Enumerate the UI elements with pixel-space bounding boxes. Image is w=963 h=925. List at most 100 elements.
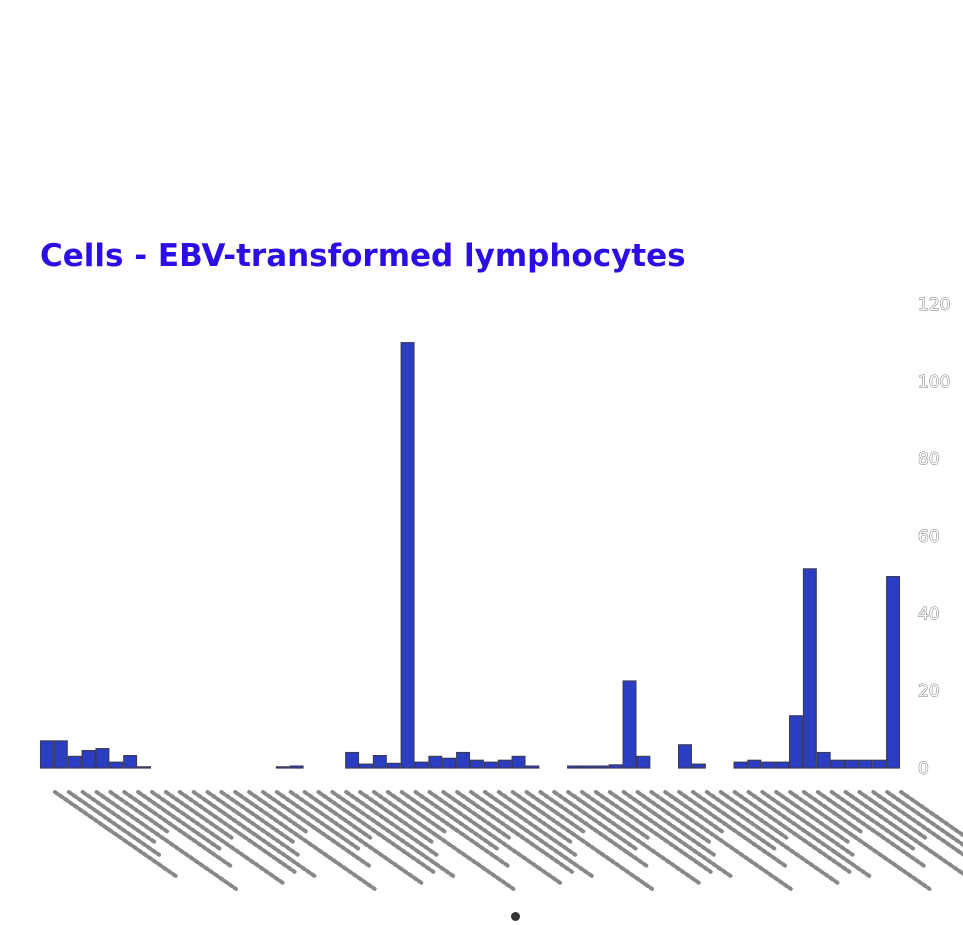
x-tick-label — [760, 790, 855, 857]
x-tick-label — [482, 790, 578, 857]
bar — [622, 680, 637, 769]
bar — [275, 766, 290, 769]
x-tick-label — [677, 790, 788, 869]
bar — [747, 759, 762, 769]
bar — [594, 765, 609, 769]
bar — [691, 763, 706, 769]
bar — [886, 575, 901, 769]
y-axis-ticks: 0 20 40 60 80 100 120 — [918, 295, 951, 780]
x-tick-label — [552, 790, 639, 851]
x-tick-label — [191, 790, 319, 880]
bar — [414, 761, 429, 769]
bar — [67, 755, 82, 769]
x-tick-label — [593, 790, 713, 874]
bar — [802, 568, 817, 769]
bar — [400, 342, 415, 769]
bar — [109, 761, 124, 769]
x-tick-label — [829, 790, 916, 851]
x-tick-label — [580, 790, 650, 840]
bar — [456, 751, 471, 769]
bar — [775, 761, 790, 769]
bar — [483, 761, 498, 769]
x-tick-label — [621, 790, 716, 857]
bar — [497, 759, 512, 769]
bar — [608, 764, 623, 769]
bar — [137, 766, 152, 769]
x-tick-label — [663, 790, 725, 834]
x-tick-label — [163, 790, 234, 840]
x-tick-label — [788, 790, 932, 891]
x-tick-label — [344, 790, 439, 857]
x-tick-label — [691, 790, 777, 851]
x-tick-label — [732, 790, 852, 874]
bar — [580, 765, 595, 769]
x-tick-label — [469, 790, 597, 880]
x-tick-label — [413, 790, 500, 851]
x-tick-label — [205, 790, 300, 857]
x-tick-label — [857, 790, 928, 840]
bar — [53, 740, 68, 769]
x-tick-label — [566, 790, 702, 886]
y-tick-label: 100 — [918, 372, 950, 392]
bar — [525, 765, 540, 769]
x-tick-label — [274, 790, 361, 851]
bar — [788, 715, 803, 769]
bar — [636, 755, 651, 769]
x-tick-label — [316, 790, 436, 874]
bar — [469, 759, 484, 769]
x-tick-label — [815, 790, 927, 869]
x-tick-label — [801, 790, 864, 834]
bar — [442, 757, 457, 769]
y-tick-label: 120 — [918, 295, 950, 315]
bar — [567, 765, 582, 769]
x-tick-label — [330, 790, 458, 880]
x-tick-label — [510, 790, 655, 891]
x-tick-label — [399, 790, 511, 869]
bar — [511, 755, 526, 769]
x-tick-label — [358, 790, 436, 846]
x-tick-label — [247, 790, 309, 834]
bar — [678, 744, 692, 769]
x-tick-label — [288, 790, 424, 886]
x-tick-label — [52, 790, 180, 880]
x-tick-label — [136, 790, 223, 851]
bar — [428, 755, 443, 769]
x-tick-label — [219, 790, 298, 846]
x-tick-label — [496, 790, 575, 846]
x-tick-label — [80, 790, 159, 846]
bar — [345, 751, 360, 769]
x-tick-label — [455, 790, 574, 874]
chart-title: Cells - EBV-transformed lymphocytes — [40, 238, 686, 274]
x-tick-label — [704, 790, 841, 886]
x-tick-label — [371, 790, 516, 891]
bar — [816, 751, 831, 769]
x-tick-label — [607, 790, 735, 880]
bar — [358, 763, 373, 769]
x-tick-label — [871, 790, 963, 857]
x-tick-label — [233, 790, 377, 891]
bar — [372, 755, 387, 769]
x-tick-label — [261, 790, 372, 869]
bar — [289, 765, 304, 769]
x-tick-label — [649, 790, 793, 891]
x-tick-label — [899, 790, 963, 838]
x-tick-label — [94, 790, 238, 891]
x-tick-label — [538, 790, 650, 869]
footer-dot — [511, 912, 520, 921]
x-tick-label — [108, 790, 170, 834]
x-tick-label — [843, 790, 963, 877]
x-tick-label — [635, 790, 714, 846]
x-tick-label — [66, 790, 162, 857]
y-tick-label: 60 — [918, 527, 940, 547]
x-tick-label — [427, 790, 563, 886]
bar — [95, 748, 110, 769]
bar — [733, 761, 748, 769]
x-tick-label — [718, 790, 789, 840]
bar — [81, 749, 96, 769]
x-tick-label — [441, 790, 511, 840]
x-tick-label — [122, 790, 233, 869]
bar — [844, 759, 859, 769]
x-tick-label — [177, 790, 297, 874]
y-tick-label: 20 — [918, 682, 940, 702]
